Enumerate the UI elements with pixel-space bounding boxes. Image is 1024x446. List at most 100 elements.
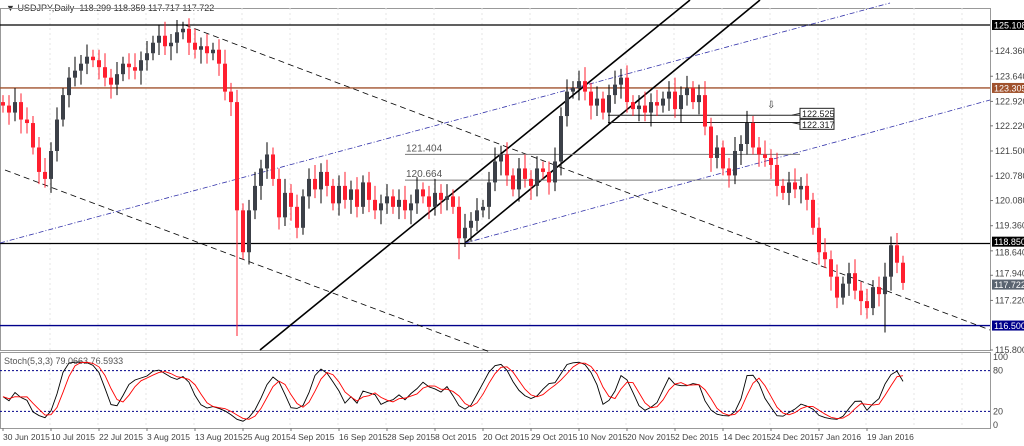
- x-tick-label: 7 Jan 2016: [819, 432, 861, 442]
- candle-body: [13, 102, 17, 113]
- candle-body: [151, 42, 155, 54]
- x-tick-label: 3 Aug 2015: [147, 432, 190, 442]
- candle-body: [463, 227, 467, 239]
- candle-body: [841, 283, 845, 298]
- candle-body: [799, 185, 803, 190]
- candle-body: [715, 147, 719, 158]
- candle-body: [7, 105, 11, 113]
- x-tick-label: 10 Jul 2015: [51, 432, 95, 442]
- price-tag-label: 117.722: [994, 280, 1024, 290]
- candle-body: [259, 168, 263, 186]
- candle-body: [73, 70, 77, 78]
- candle-body: [49, 150, 53, 179]
- x-tick-label: 20 Oct 2015: [483, 432, 530, 442]
- candle-body: [757, 147, 761, 155]
- y-tick-label: 118.640: [995, 248, 1024, 258]
- candle-body: [625, 77, 629, 103]
- candle-body: [169, 42, 173, 47]
- candle-body: [529, 178, 533, 186]
- candle-body: [223, 63, 227, 92]
- candle-body: [787, 182, 791, 193]
- candle-body: [487, 182, 491, 207]
- candle-body: [37, 147, 41, 172]
- candle-body: [367, 182, 371, 200]
- candle-body: [589, 91, 593, 106]
- x-tick-label: 29 Oct 2015: [531, 432, 578, 442]
- x-tick-label: 25 Aug 2015: [243, 432, 291, 442]
- price-tag-label: 123.305: [994, 83, 1024, 93]
- level-label-box: [799, 118, 835, 130]
- level-label: 122.525: [802, 109, 835, 119]
- x-tick-label: 2 Dec 2015: [675, 432, 719, 442]
- candle-body: [811, 199, 815, 228]
- candle-body: [469, 220, 473, 228]
- candle-body: [541, 168, 545, 172]
- x-tick-label: 22 Jul 2015: [99, 432, 143, 442]
- candle-body: [307, 178, 311, 197]
- level-label: 121.404: [406, 143, 443, 154]
- candle-body: [67, 77, 71, 96]
- y-tick-label: 123.640: [995, 71, 1024, 81]
- candle-body: [385, 196, 389, 204]
- candle-body: [793, 182, 797, 190]
- candle-body: [859, 290, 863, 302]
- level-label: 120.664: [406, 169, 443, 180]
- candle-body: [373, 199, 377, 211]
- candle-body: [457, 206, 461, 239]
- candle-body: [361, 182, 365, 207]
- candle-body: [781, 185, 785, 193]
- candle-body: [379, 203, 383, 211]
- candle-body: [247, 210, 251, 253]
- candle-body: [505, 154, 509, 176]
- candle-body: [427, 196, 431, 207]
- candle-body: [733, 150, 737, 176]
- price-tag: [992, 279, 1024, 290]
- y-tick-label: 121.500: [995, 146, 1024, 156]
- candle-body: [865, 301, 869, 309]
- candle-body: [637, 105, 641, 110]
- y-tick-label: 120.080: [995, 196, 1024, 206]
- candle-body: [631, 102, 635, 110]
- price-tag: [992, 82, 1024, 93]
- stoch-axis-label: 20: [993, 406, 1003, 416]
- price-tag-label: 116.500: [994, 321, 1024, 331]
- candle-body: [727, 168, 731, 176]
- candle-body: [301, 196, 305, 228]
- candle-body: [697, 95, 701, 103]
- candle-body: [745, 123, 749, 144]
- stoch-axis-label: 100: [993, 352, 1008, 362]
- candle-body: [901, 262, 905, 283]
- x-tick-label: 24 Dec 2015: [771, 432, 819, 442]
- y-tick-label: 117.940: [995, 269, 1024, 279]
- level-label-box: [799, 107, 835, 119]
- candle-body: [61, 95, 65, 120]
- candle-body: [403, 199, 407, 211]
- candle-body: [85, 56, 89, 64]
- candle-body: [571, 88, 575, 92]
- level-label-connector: [791, 121, 801, 125]
- x-tick-label: 16 Sep 2015: [339, 432, 387, 442]
- candle-body: [547, 171, 551, 183]
- candle-body: [199, 46, 203, 50]
- y-tick-label: 117.220: [995, 295, 1024, 305]
- candle-body: [241, 210, 245, 253]
- candle-body: [235, 102, 239, 211]
- candle-body: [721, 147, 725, 169]
- candle-body: [355, 189, 359, 207]
- stoch-axis-label: 0: [993, 420, 998, 430]
- candle-body: [601, 98, 605, 113]
- candle-body: [229, 91, 233, 103]
- candle-body: [475, 210, 479, 221]
- candle-body: [211, 49, 215, 54]
- y-tick-label: 119.360: [995, 221, 1024, 231]
- level-label-connector: [791, 112, 801, 116]
- candle-body: [565, 91, 569, 117]
- x-tick-label: 28 Sep 2015: [387, 432, 435, 442]
- candle-body: [889, 245, 893, 277]
- candle-body: [769, 157, 773, 165]
- candle-body: [439, 192, 443, 200]
- candle-body: [19, 102, 23, 120]
- candle-body: [667, 91, 671, 99]
